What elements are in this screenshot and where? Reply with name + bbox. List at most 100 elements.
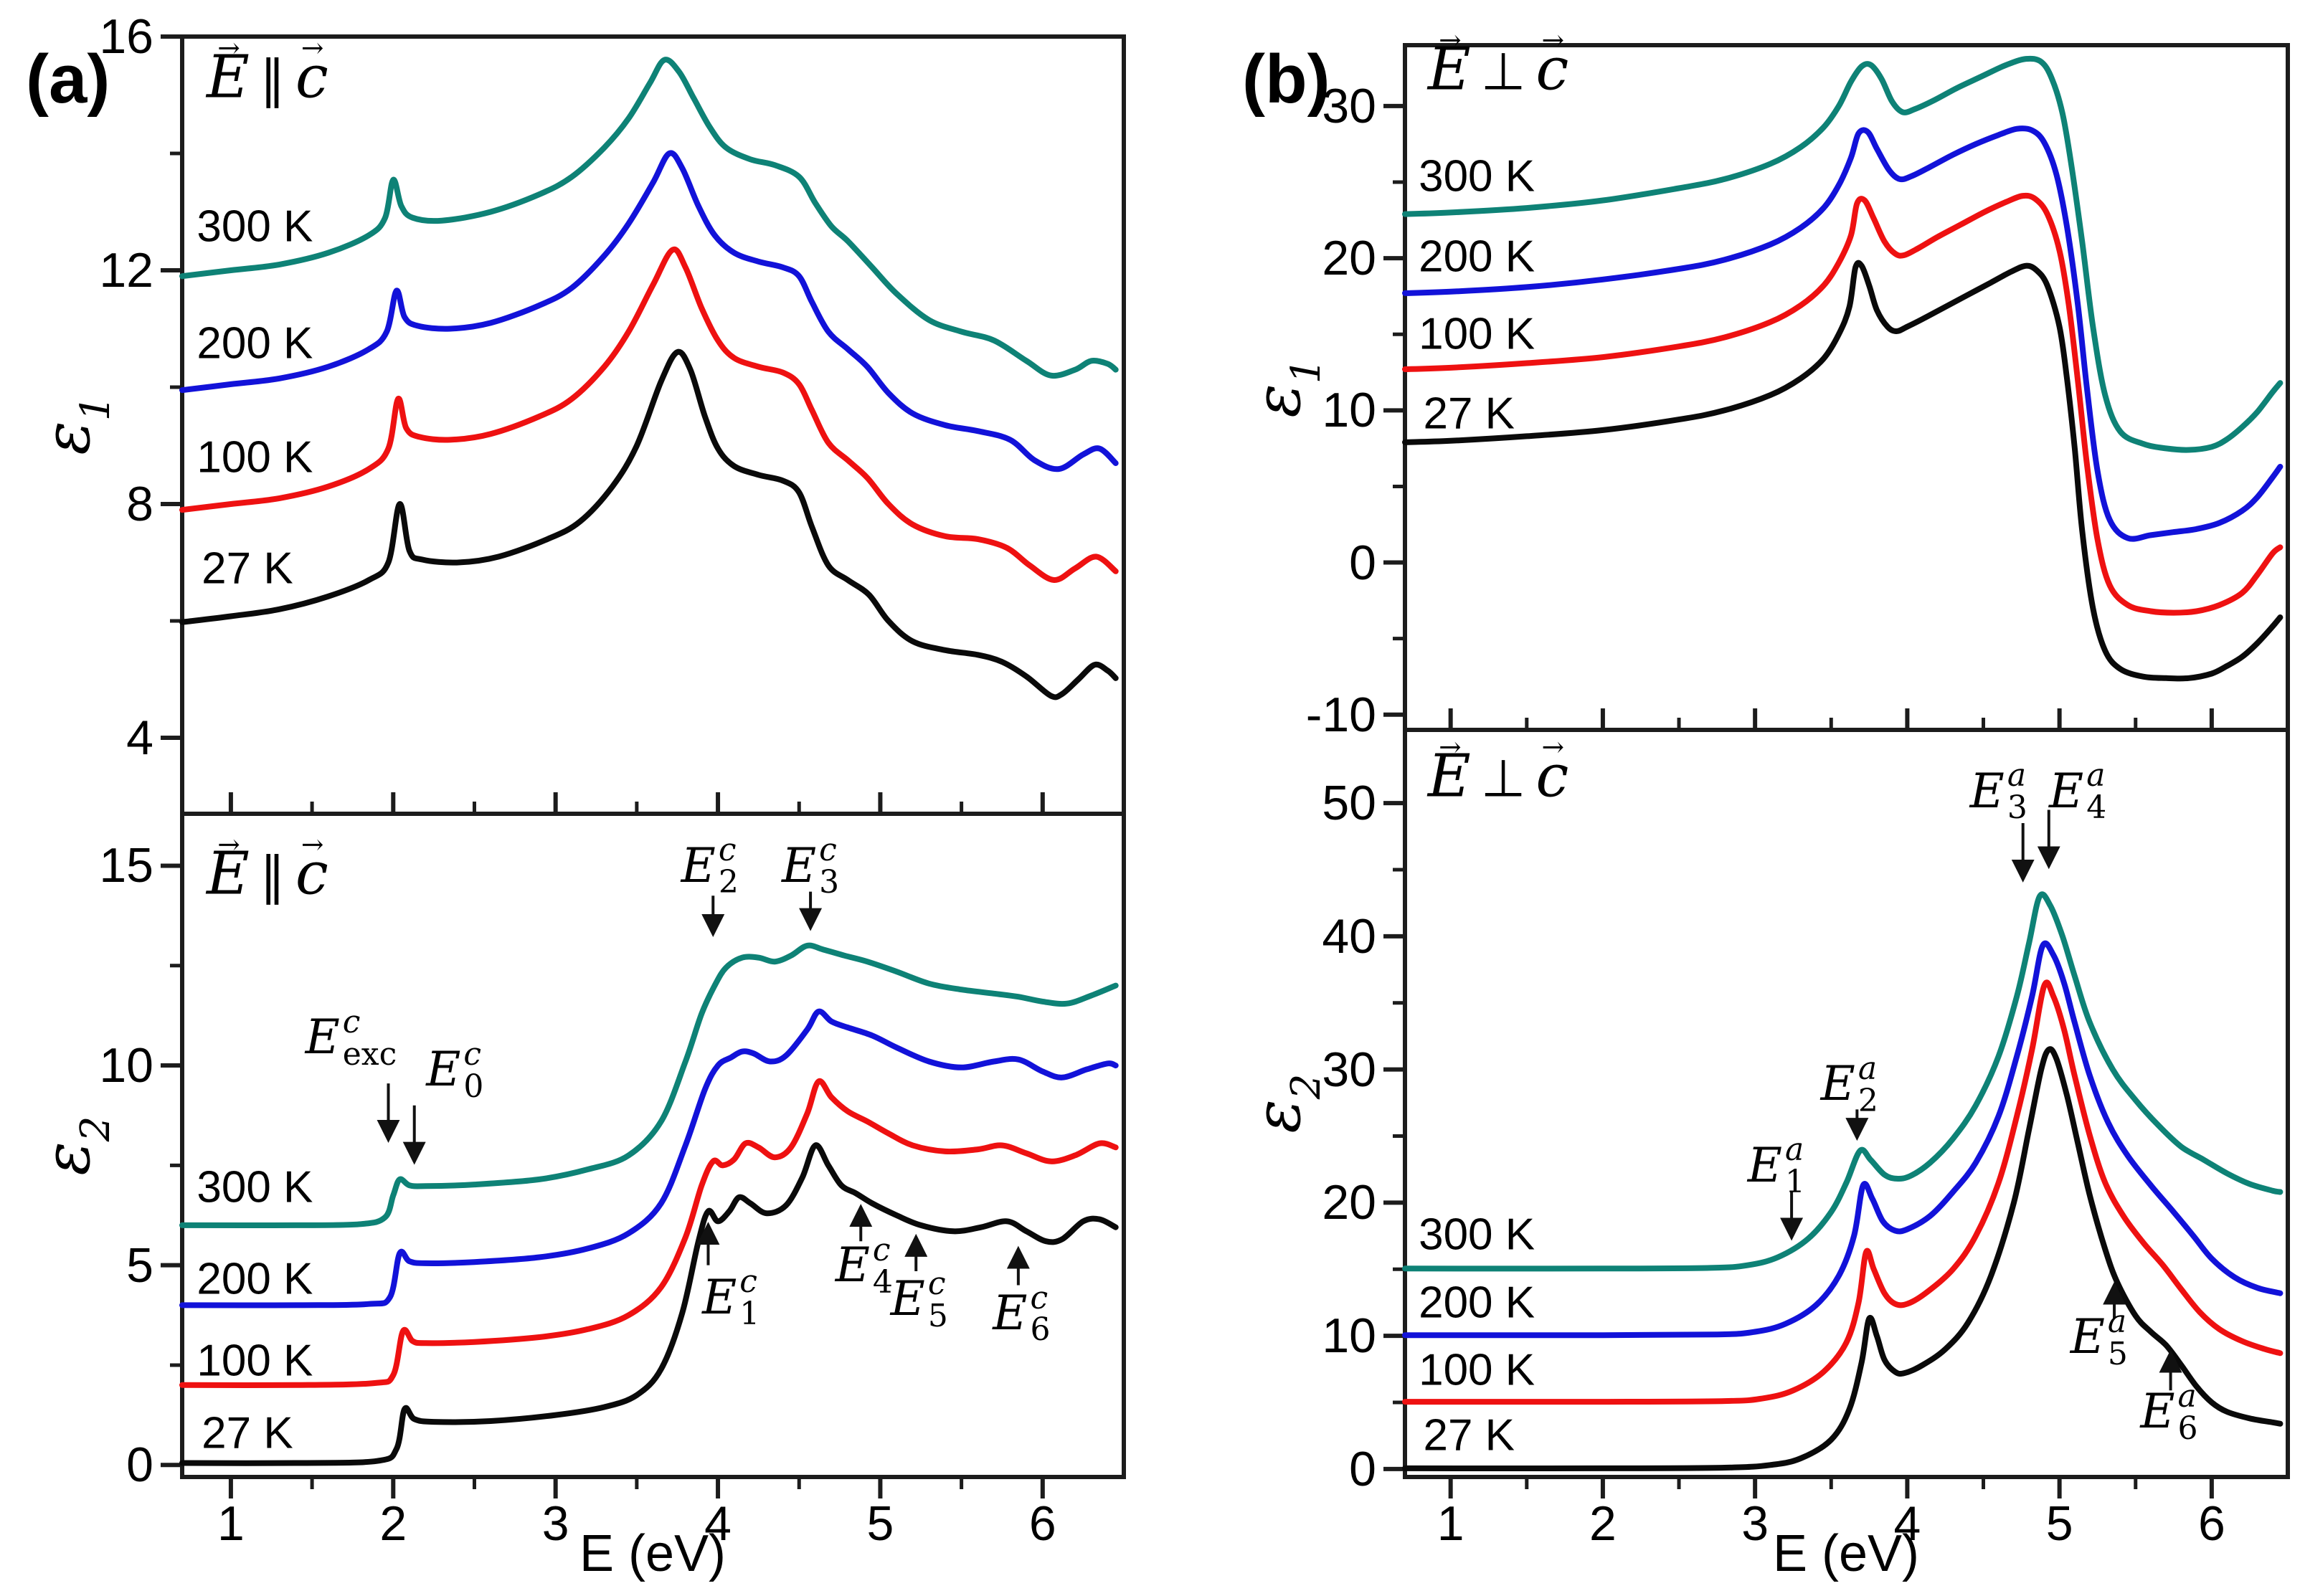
y-tick-label-b-bottom-30: 30 (1322, 1042, 1376, 1097)
temp-label-b-top-300K: 300 K (1419, 151, 1535, 201)
vector-arrow-icon: → (1541, 731, 1565, 763)
annotation-base: E (1969, 763, 2005, 819)
vector-symbol: c → (295, 32, 328, 112)
annotation-subscript: 3 (819, 864, 840, 901)
x-tick-label-b-bottom-4: 4 (1893, 1496, 1921, 1551)
y-axis-title-subscript: 1 (1283, 358, 1330, 384)
polarization-label-b-bottom: E → ⊥ c → (1427, 731, 1569, 811)
y-tick-label-b-bottom-10: 10 (1322, 1308, 1376, 1364)
annotation-superscript: c (819, 832, 837, 869)
y-tick-label-b-top-20: 20 (1322, 231, 1376, 286)
y-tick-label-b-bottom-50: 50 (1322, 776, 1376, 831)
y-axis-title-b-bottom: ε2 (1241, 1073, 1330, 1134)
curve-a-top-100K (179, 246, 1119, 583)
x-axis-title-b: E (eV) (1772, 1525, 1920, 1582)
vector-symbol: E → (1427, 24, 1471, 104)
curve-a-bottom-200K (179, 1008, 1119, 1308)
y-axis-title-a-bottom: ε2 (30, 1116, 119, 1175)
vector-arrow-icon: → (1541, 24, 1565, 56)
x-tick-label-b-bottom-2: 2 (1589, 1496, 1617, 1551)
frame-b-bottom (1403, 728, 2290, 1479)
panel-a-bottom (161, 812, 1126, 1498)
y-tick-label-a-bottom-15: 15 (99, 838, 153, 893)
annotation-subscript: 2 (1857, 1083, 1878, 1120)
y-axis-title-subscript: 1 (72, 395, 119, 422)
annotation-superscript: a (2107, 1303, 2127, 1341)
annotation-subscript: 2 (718, 864, 739, 901)
x-ticks-b-bottom (1448, 1477, 2214, 1498)
vector-symbol: E → (1427, 731, 1471, 811)
y-axis-title-a-top: ε1 (30, 395, 119, 455)
annotation-subscript: 4 (2086, 789, 2107, 827)
annotation-superscript: c (872, 1231, 891, 1268)
annotation-base: E (702, 1269, 737, 1325)
polarization-label-a-bottom: E → ∥ c → (206, 828, 328, 908)
annotation-subscript: 1 (739, 1296, 760, 1333)
annotation-subscript: 3 (2007, 789, 2027, 827)
vector-arrow-icon: → (1439, 24, 1462, 56)
x-axis-title-a: E (eV) (579, 1525, 727, 1582)
annotation-base: E (993, 1286, 1028, 1341)
annotation-base: E (2049, 763, 2084, 819)
curve-b-bottom-200K (1402, 940, 2284, 1339)
y-tick-label-a-top-12: 12 (99, 243, 153, 298)
annotation-subscript: 4 (872, 1263, 893, 1301)
polarization-label-b-top: E → ⊥ c → (1427, 24, 1569, 104)
x-tick-label-a-bottom-2: 2 (379, 1496, 407, 1551)
x-tick-label-a-bottom-1: 1 (217, 1496, 245, 1551)
y-tick-label-a-bottom-0: 0 (126, 1438, 153, 1493)
annotation-superscript: c (342, 1004, 361, 1041)
annotation-subscript: 0 (463, 1068, 484, 1105)
y-ticks-a-top (161, 34, 182, 741)
vector-symbol: E → (206, 828, 250, 908)
vector-arrow-icon: → (300, 828, 324, 860)
annotation-superscript: a (2086, 757, 2106, 794)
temp-label-a-bottom-200K: 200 K (197, 1254, 313, 1304)
curve-b-top-200K (1402, 125, 2284, 542)
annotation-superscript: c (739, 1263, 757, 1301)
temp-label-a-bottom-27K: 27 K (202, 1408, 293, 1458)
polarization-relation-symbol: ∥ (259, 845, 285, 906)
temp-label-a-bottom-100K: 100 K (197, 1336, 313, 1386)
annotation-superscript: c (463, 1035, 482, 1073)
curve-b-top-300K (1402, 55, 2284, 453)
panel-label-a: (a) (26, 41, 110, 118)
temp-label-a-top-27K: 27 K (202, 543, 293, 594)
x-tick-label-b-bottom-3: 3 (1741, 1496, 1769, 1551)
temp-label-b-top-100K: 100 K (1419, 309, 1535, 359)
y-tick-label-b-bottom-20: 20 (1322, 1175, 1376, 1230)
annotation-base: E (305, 1010, 340, 1065)
annotation-superscript: a (1784, 1131, 1804, 1169)
y-ticks-a-bottom (161, 863, 182, 1468)
annotation-base: E (2070, 1309, 2105, 1365)
annotation-superscript: a (2177, 1378, 2197, 1415)
temp-label-a-top-300K: 300 K (197, 201, 313, 252)
y-ticks-b-bottom (1383, 801, 1405, 1471)
y-axis-title-subscript: 2 (1283, 1073, 1330, 1100)
panel-a-top (161, 34, 1126, 816)
polarization-label-a-top: E → ∥ c → (207, 32, 328, 112)
x-tick-label-b-bottom-1: 1 (1437, 1496, 1464, 1551)
annotation-superscript: c (718, 832, 737, 869)
x-ticks-a-bottom (228, 1477, 1045, 1498)
annotation-base: E (890, 1271, 925, 1327)
curve-b-bottom-100K (1402, 979, 2284, 1405)
curve-b-bottom-300K (1402, 891, 2284, 1272)
curve-a-top-27K (179, 348, 1119, 700)
annotation-subscript: exc (342, 1036, 397, 1073)
y-tick-label-a-bottom-10: 10 (99, 1038, 153, 1093)
temp-label-a-bottom-300K: 300 K (197, 1162, 313, 1212)
annotation-subscript: 1 (1784, 1164, 1805, 1201)
temp-label-b-bottom-200K: 200 K (1419, 1278, 1535, 1328)
annotation-base: E (835, 1238, 870, 1293)
